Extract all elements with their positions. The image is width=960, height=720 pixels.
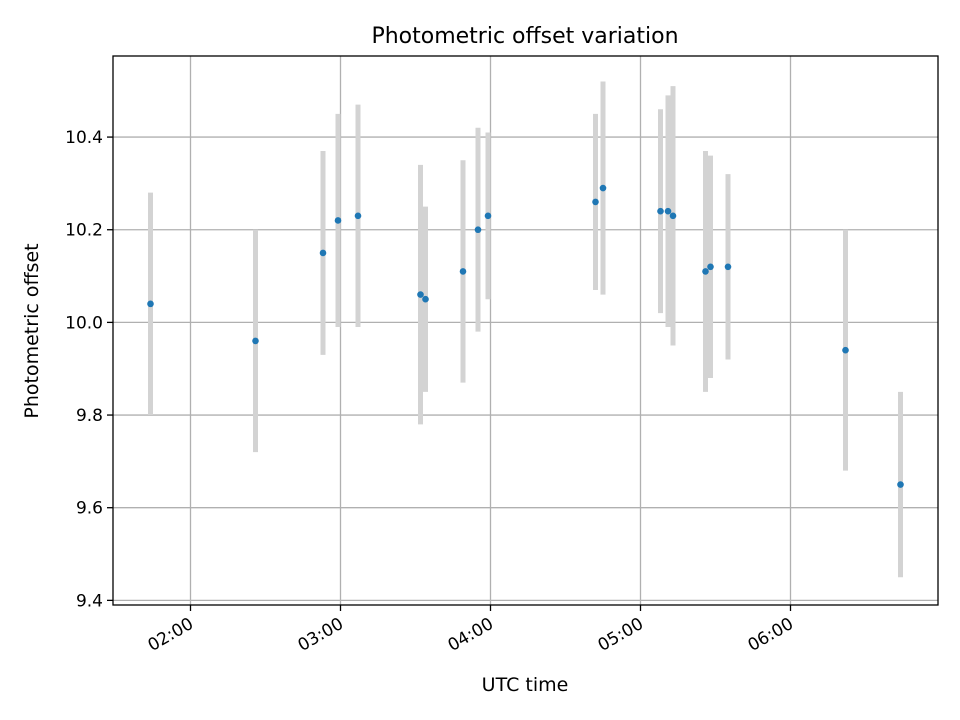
y-tick-label: 10.4 (65, 128, 103, 148)
data-point (459, 268, 467, 275)
data-point (664, 207, 672, 215)
data-point (417, 291, 424, 298)
data-point (319, 249, 327, 257)
y-axis-label: Photometric offset (21, 243, 43, 418)
data-point (669, 212, 677, 220)
data-point (657, 207, 664, 215)
data-point (484, 212, 492, 220)
data-point (474, 226, 482, 234)
y-tick-label: 9.8 (76, 406, 103, 426)
data-point (707, 263, 714, 271)
data-point (147, 300, 154, 308)
y-tick-label: 10.2 (65, 221, 103, 241)
y-axis-ticks: 9.4 9.6 9.8 10.0 10.2 10.4 (65, 128, 113, 611)
data-point (897, 481, 904, 488)
data-point (599, 184, 607, 192)
data-point (702, 268, 709, 275)
data-point (252, 337, 259, 345)
data-point (334, 217, 342, 224)
plot-frame (112, 55, 939, 606)
data-point (842, 346, 849, 354)
y-tick-label: 9.6 (76, 499, 103, 519)
data-points (147, 184, 904, 488)
y-tick-label: 10.0 (65, 313, 103, 333)
y-tick-label: 9.4 (76, 591, 103, 611)
data-point (354, 212, 362, 220)
data-point (724, 263, 732, 271)
chart-title: Photometric offset variation (371, 24, 678, 49)
x-axis-label: UTC time (482, 674, 569, 696)
data-point (422, 295, 429, 303)
data-point (592, 198, 599, 206)
